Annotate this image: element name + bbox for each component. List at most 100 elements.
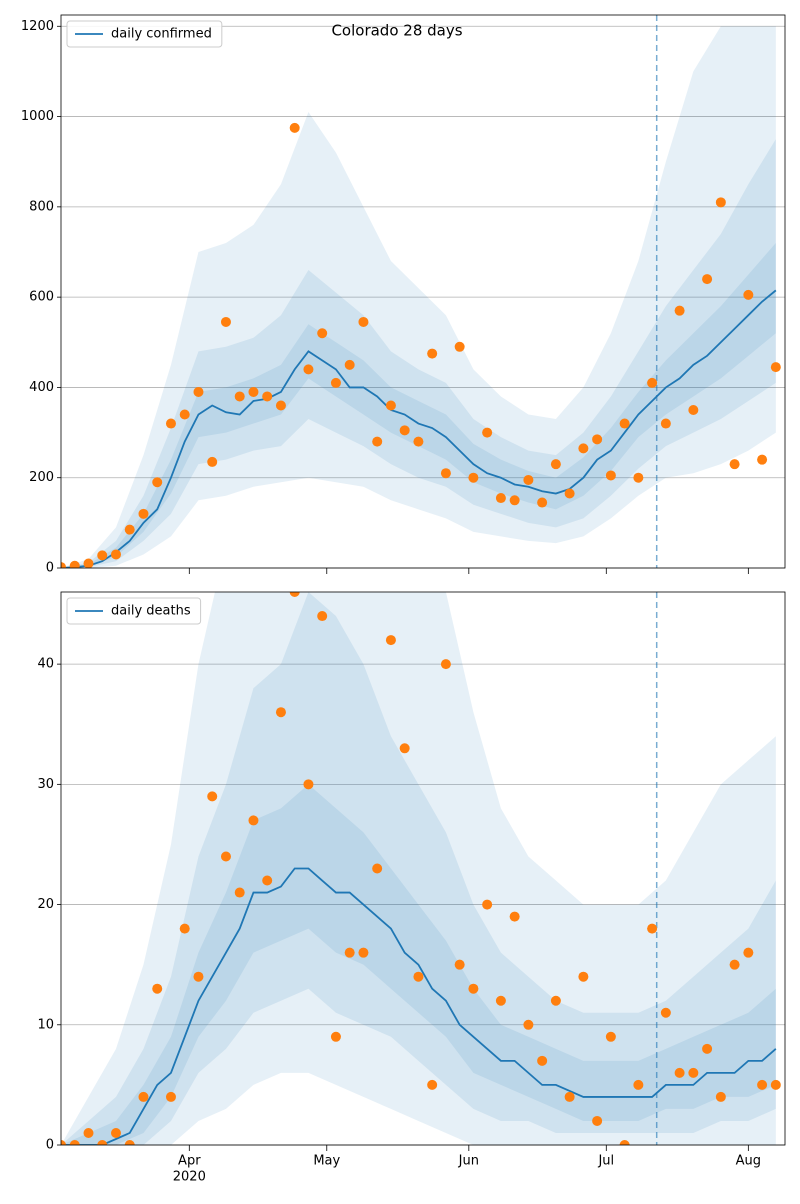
legend: daily deaths <box>66 597 202 625</box>
point <box>220 851 231 862</box>
point <box>152 477 163 488</box>
point <box>495 493 506 504</box>
legend: daily confirmed <box>66 20 223 48</box>
point <box>234 887 245 898</box>
axes-frame <box>60 591 786 1146</box>
x-tick-sublabel: 2020 <box>173 1170 206 1185</box>
point <box>743 289 754 300</box>
point <box>578 443 589 454</box>
point <box>344 359 355 370</box>
point <box>633 1079 644 1090</box>
point <box>124 524 135 535</box>
legend-box <box>66 597 202 625</box>
y-tick-label: 0 <box>46 561 54 576</box>
point <box>702 1043 713 1054</box>
axes-frame <box>60 14 786 569</box>
series-line <box>61 867 777 1145</box>
point <box>83 558 94 568</box>
point <box>757 1079 768 1090</box>
series-line <box>61 289 777 568</box>
x-tick-label: Jun <box>458 1154 479 1169</box>
point <box>592 1115 603 1126</box>
point <box>427 348 438 359</box>
point <box>564 1091 575 1102</box>
y-tick-label: 30 <box>37 777 54 792</box>
point <box>262 391 273 402</box>
point <box>647 377 658 388</box>
point <box>207 791 218 802</box>
plot: 0 200 400 600 800 1000 1200 Colorado 28 days dai… <box>21 14 786 576</box>
band <box>61 242 776 568</box>
point <box>440 468 451 479</box>
point <box>743 947 754 958</box>
point <box>702 274 713 285</box>
x-tick-label: Jul <box>597 1154 614 1169</box>
point <box>647 923 658 934</box>
point <box>660 1007 671 1018</box>
point <box>509 911 520 922</box>
point <box>69 560 80 568</box>
x-tick-label: May <box>313 1154 340 1169</box>
chart-title: Colorado 28 days <box>331 22 462 40</box>
point <box>220 316 231 327</box>
point <box>110 1127 121 1138</box>
y-tick-label: 1200 <box>21 19 54 34</box>
band <box>61 26 776 568</box>
point <box>482 427 493 438</box>
point <box>262 875 273 886</box>
point <box>660 418 671 429</box>
point <box>564 488 575 499</box>
x-tick-label: Apr <box>178 1154 201 1169</box>
point <box>688 405 699 415</box>
point <box>193 971 204 982</box>
legend-label: daily confirmed <box>111 27 212 42</box>
point <box>248 386 259 397</box>
point <box>633 472 644 483</box>
plot-area <box>61 592 781 1145</box>
y-tick-label: 40 <box>37 657 54 672</box>
point <box>509 495 520 506</box>
point <box>399 425 410 436</box>
point <box>427 1079 438 1090</box>
point <box>138 508 149 519</box>
point <box>234 391 245 402</box>
point <box>523 1019 534 1030</box>
point <box>440 659 451 670</box>
y-tick-label: 0 <box>46 1138 54 1153</box>
legend-box <box>66 20 223 48</box>
point <box>729 459 740 470</box>
point <box>358 947 369 958</box>
point <box>729 959 740 970</box>
point <box>124 1140 135 1145</box>
point <box>495 995 506 1006</box>
point <box>61 562 66 568</box>
point <box>179 409 190 420</box>
point <box>550 995 561 1006</box>
point <box>537 497 548 508</box>
point <box>468 983 479 994</box>
band <box>61 592 776 1145</box>
point <box>385 400 396 411</box>
point <box>179 923 190 934</box>
plot-area <box>61 15 781 568</box>
point <box>537 1055 548 1066</box>
point <box>454 959 465 970</box>
y-tick-label: 20 <box>37 897 54 912</box>
point <box>303 364 314 375</box>
point <box>138 1091 149 1102</box>
point <box>330 377 341 388</box>
point <box>207 456 218 467</box>
point <box>193 386 204 397</box>
point <box>757 454 768 465</box>
point <box>372 436 383 447</box>
point <box>619 1140 630 1145</box>
point <box>619 418 630 429</box>
point <box>482 899 493 910</box>
point <box>152 983 163 994</box>
point <box>550 459 561 470</box>
point <box>110 549 121 560</box>
point <box>358 316 369 327</box>
point <box>165 1091 176 1102</box>
